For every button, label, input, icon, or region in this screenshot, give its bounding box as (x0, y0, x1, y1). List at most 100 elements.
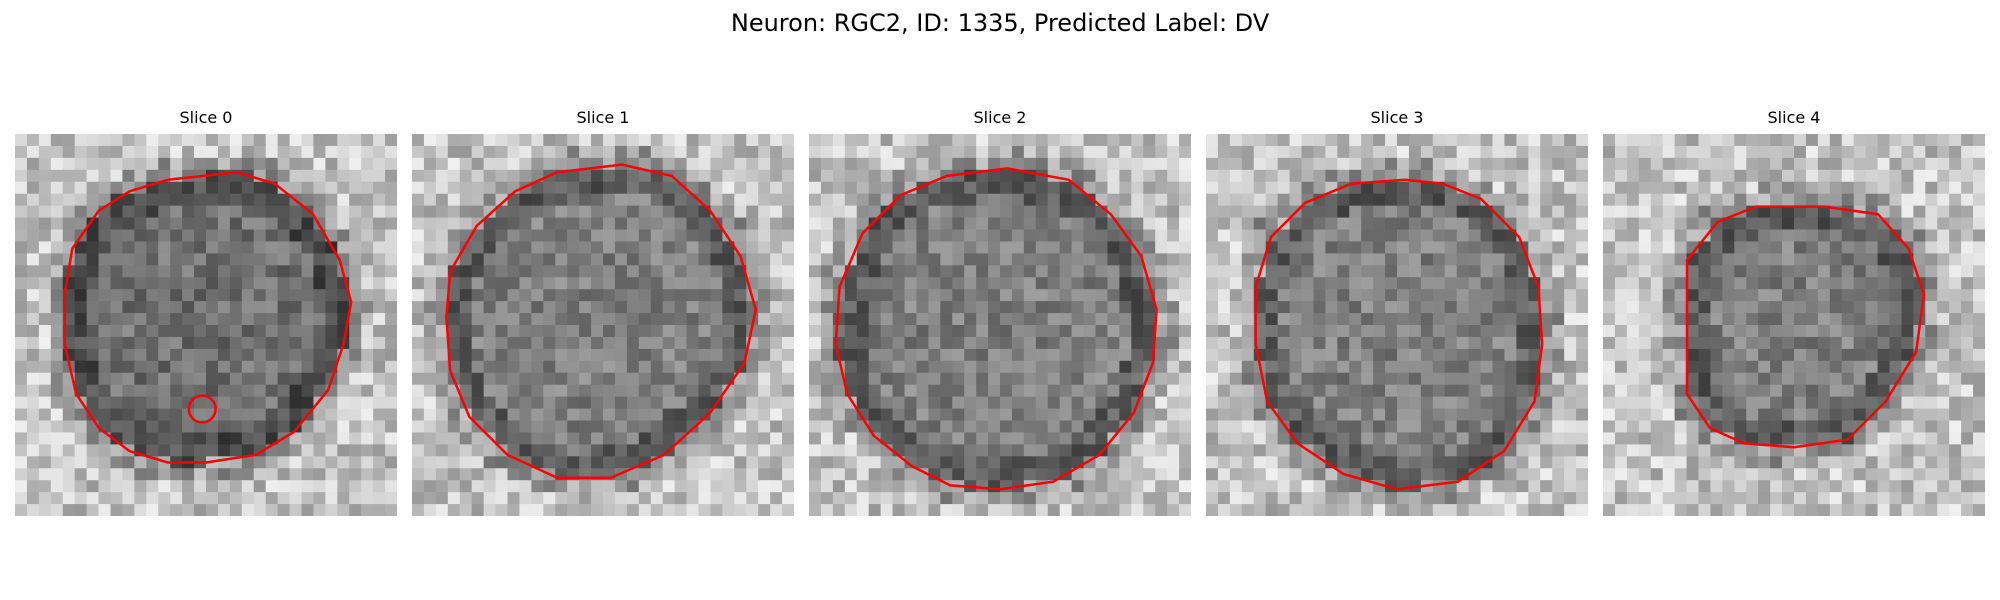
image-pixel (674, 492, 688, 505)
image-pixel (1397, 301, 1410, 314)
image-pixel (698, 217, 712, 231)
image-pixel (1059, 348, 1073, 362)
image-pixel (614, 313, 628, 326)
image-pixel (1083, 384, 1097, 398)
image-pixel (1564, 193, 1577, 207)
image-pixel (1361, 444, 1374, 457)
image-pixel (74, 253, 88, 266)
image-pixel (170, 301, 183, 314)
image-pixel (459, 456, 473, 469)
image-pixel (1179, 313, 1191, 326)
image-pixel (277, 492, 291, 505)
image-pixel (746, 456, 759, 469)
image-pixel (1973, 348, 1985, 362)
image-pixel (1313, 229, 1326, 243)
image-pixel (1373, 432, 1386, 445)
image-pixel (1564, 372, 1577, 386)
image-pixel (543, 134, 556, 147)
image-pixel (686, 336, 700, 350)
image-pixel (674, 444, 688, 457)
image-pixel (1698, 384, 1712, 398)
image-pixel (1901, 229, 1914, 243)
image-pixel (1770, 384, 1783, 398)
image-pixel (1540, 480, 1553, 493)
image-pixel (1877, 444, 1891, 457)
image-pixel (337, 372, 350, 386)
image-pixel (1603, 301, 1616, 314)
image-pixel (1770, 325, 1783, 338)
image-pixel (567, 408, 580, 422)
image-pixel (1576, 217, 1588, 231)
image-pixel (1408, 408, 1422, 422)
image-pixel (170, 384, 183, 398)
image-pixel (976, 277, 989, 290)
image-pixel (98, 468, 112, 481)
image-pixel (1432, 336, 1446, 350)
image-pixel (988, 325, 1001, 338)
image-pixel (770, 492, 783, 505)
image-pixel (313, 277, 326, 290)
image-pixel (1770, 456, 1783, 469)
image-pixel (1179, 217, 1191, 231)
image-pixel (1277, 325, 1291, 338)
image-pixel (385, 181, 397, 195)
image-pixel (1397, 480, 1410, 493)
image-pixel (916, 492, 929, 505)
image-pixel (507, 277, 521, 290)
image-pixel (1782, 336, 1795, 350)
image-pixel (1516, 325, 1529, 338)
image-pixel (313, 134, 326, 147)
image-pixel (1325, 301, 1338, 314)
image-pixel (206, 480, 219, 493)
image-pixel (964, 193, 977, 207)
image-pixel (1516, 468, 1529, 481)
image-pixel (1253, 217, 1267, 231)
image-pixel (1492, 384, 1506, 398)
image-pixel (1155, 468, 1168, 481)
image-pixel (1361, 265, 1374, 278)
image-pixel (265, 205, 279, 219)
image-pixel (650, 444, 664, 457)
image-pixel (1576, 372, 1588, 386)
image-pixel (423, 456, 437, 469)
image-pixel (519, 265, 532, 278)
image-pixel (253, 468, 267, 481)
image-pixel (1576, 480, 1588, 493)
image-pixel (206, 193, 219, 207)
image-pixel (1000, 480, 1013, 493)
image-pixel (1361, 313, 1374, 326)
image-pixel (1000, 301, 1013, 314)
image-pixel (412, 360, 425, 374)
image-pixel (15, 145, 28, 159)
image-pixel (50, 408, 64, 422)
image-pixel (1167, 134, 1180, 147)
image-pixel (301, 313, 315, 326)
image-pixel (1408, 348, 1422, 362)
image-pixel (614, 456, 628, 469)
image-pixel (868, 157, 882, 171)
image-pixel (1516, 134, 1529, 147)
image-pixel (1516, 360, 1529, 374)
image-pixel (1385, 325, 1398, 338)
image-pixel (1206, 492, 1219, 505)
image-pixel (313, 193, 326, 207)
image-pixel (519, 313, 532, 326)
image-pixel (1865, 444, 1879, 457)
image-pixel (1229, 313, 1243, 326)
image-pixel (809, 408, 822, 422)
image-pixel (1373, 134, 1386, 147)
image-pixel (1107, 504, 1120, 516)
image-pixel (820, 217, 834, 231)
image-pixel (1107, 336, 1120, 350)
image-pixel (265, 313, 279, 326)
image-pixel (74, 336, 88, 350)
image-pixel (1206, 193, 1219, 207)
image-pixel (1253, 181, 1267, 195)
image-pixel (1289, 492, 1303, 505)
image-pixel (1265, 468, 1279, 481)
image-pixel (952, 432, 965, 445)
image-pixel (832, 265, 846, 278)
image-pixel (1155, 336, 1168, 350)
image-pixel (241, 360, 255, 374)
image-pixel (638, 408, 652, 422)
